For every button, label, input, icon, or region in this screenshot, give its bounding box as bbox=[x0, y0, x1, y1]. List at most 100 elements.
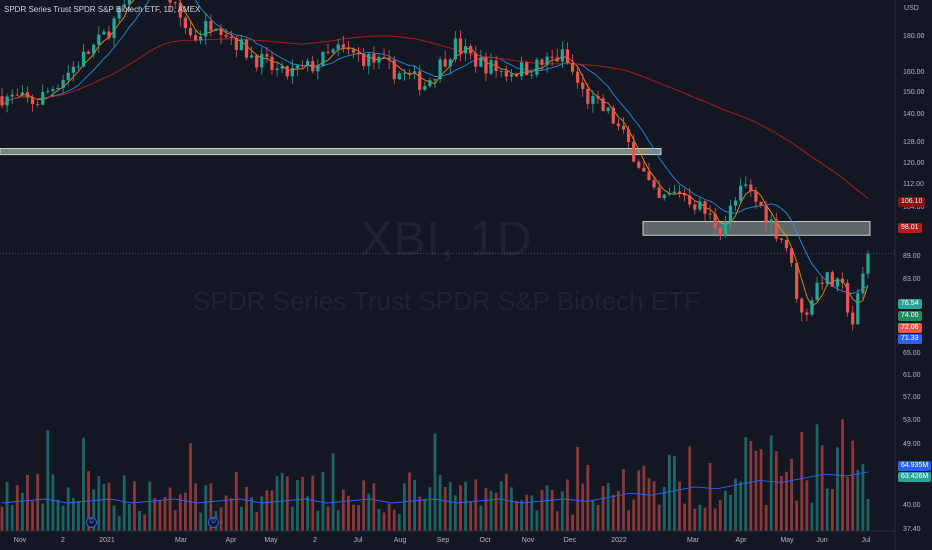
candle-body bbox=[764, 205, 768, 224]
candle-body bbox=[193, 35, 198, 41]
candle-body bbox=[413, 71, 417, 74]
volume-bar bbox=[540, 489, 544, 531]
volume-bar bbox=[520, 500, 523, 531]
candle-body bbox=[351, 49, 356, 53]
volume-bar bbox=[296, 479, 299, 531]
candle-body bbox=[830, 272, 834, 287]
candle-body bbox=[168, 0, 172, 3]
candle-body bbox=[535, 59, 539, 75]
currency-label: USD bbox=[904, 5, 919, 12]
candle-body bbox=[581, 82, 585, 89]
volume-bar bbox=[611, 494, 615, 531]
volume-bar bbox=[749, 441, 753, 531]
candle-body bbox=[107, 31, 111, 39]
price-badge: 74.00 bbox=[898, 311, 922, 321]
candle-body bbox=[71, 66, 75, 73]
volume-bar bbox=[622, 469, 625, 531]
volume-bar bbox=[739, 481, 743, 531]
volume-bar bbox=[479, 505, 483, 531]
candle-body bbox=[178, 2, 182, 18]
volume-bar bbox=[560, 491, 564, 531]
candle-body bbox=[525, 62, 529, 76]
dividend-event-icon[interactable]: D bbox=[86, 517, 97, 528]
dividend-event-icon[interactable]: D bbox=[208, 517, 219, 528]
candle-body bbox=[779, 238, 783, 240]
volume-bar bbox=[77, 501, 80, 531]
candle-body bbox=[703, 201, 707, 214]
volume-bar bbox=[66, 487, 70, 531]
candle-body bbox=[825, 272, 829, 284]
volume-bar bbox=[438, 475, 442, 531]
candle-body bbox=[576, 71, 580, 83]
volume-bar bbox=[397, 514, 401, 531]
candle-body bbox=[25, 92, 30, 98]
volume-bar bbox=[764, 504, 768, 531]
candle-body bbox=[626, 129, 631, 143]
volume-bar bbox=[122, 475, 126, 531]
candle-body bbox=[453, 38, 457, 60]
candle-body bbox=[733, 200, 738, 206]
support-zone-1 bbox=[0, 147, 662, 156]
candle-body bbox=[392, 60, 396, 80]
volume-bar bbox=[795, 500, 799, 531]
volume-bar bbox=[576, 447, 580, 531]
candle-body bbox=[188, 28, 193, 36]
candle-body bbox=[550, 56, 554, 58]
volume-bar bbox=[550, 489, 554, 531]
candle-body bbox=[326, 51, 330, 53]
candle-body bbox=[92, 44, 96, 54]
candle-body bbox=[856, 293, 860, 325]
candle-body bbox=[183, 17, 187, 29]
candle-body bbox=[428, 80, 432, 87]
price-badge: 64.935M bbox=[898, 461, 932, 471]
candle-body bbox=[239, 39, 244, 50]
volume-bar bbox=[810, 502, 814, 531]
candle-body bbox=[15, 94, 19, 96]
candle-body bbox=[846, 282, 850, 313]
volume-bar bbox=[26, 474, 29, 531]
candle-body bbox=[244, 39, 249, 58]
candle-body bbox=[20, 92, 24, 96]
volume-bar bbox=[632, 499, 636, 531]
candle-body bbox=[489, 60, 493, 74]
volume-bar bbox=[31, 501, 34, 531]
volume-bars bbox=[0, 419, 870, 531]
candle-body bbox=[795, 262, 799, 299]
volume-bar bbox=[336, 510, 340, 531]
volume-bar bbox=[392, 509, 396, 531]
candle-body bbox=[591, 95, 595, 104]
volume-bar bbox=[15, 485, 19, 531]
candle-body bbox=[504, 70, 508, 77]
candle-body bbox=[861, 273, 865, 294]
price-badge: 63.426M bbox=[898, 472, 932, 482]
volume-bar bbox=[219, 507, 223, 531]
candle-body bbox=[683, 193, 687, 196]
candle-body bbox=[285, 66, 289, 77]
volume-bar bbox=[133, 481, 136, 531]
candle-body bbox=[397, 73, 401, 80]
volume-bar bbox=[525, 494, 529, 531]
candle-body bbox=[377, 56, 381, 63]
volume-bar bbox=[448, 482, 452, 531]
volume-bar bbox=[36, 473, 40, 531]
candle-body bbox=[36, 104, 40, 105]
volume-bar bbox=[800, 431, 804, 531]
volume-bar bbox=[856, 469, 860, 531]
volume-bar bbox=[153, 498, 157, 531]
volume-bar bbox=[204, 485, 208, 531]
candle-body bbox=[570, 62, 575, 72]
candle-body bbox=[621, 125, 626, 130]
candle-body bbox=[647, 171, 651, 181]
volume-bar bbox=[652, 481, 656, 531]
volume-bar bbox=[199, 512, 203, 531]
candle-body bbox=[637, 161, 641, 168]
candle-body bbox=[728, 205, 733, 222]
volume-bar bbox=[245, 486, 248, 531]
candle-body bbox=[601, 98, 605, 111]
volume-bar bbox=[581, 483, 585, 531]
candle-body bbox=[708, 213, 712, 215]
volume-bar bbox=[601, 485, 605, 531]
candle-body bbox=[744, 184, 748, 186]
candle-body bbox=[433, 79, 437, 81]
